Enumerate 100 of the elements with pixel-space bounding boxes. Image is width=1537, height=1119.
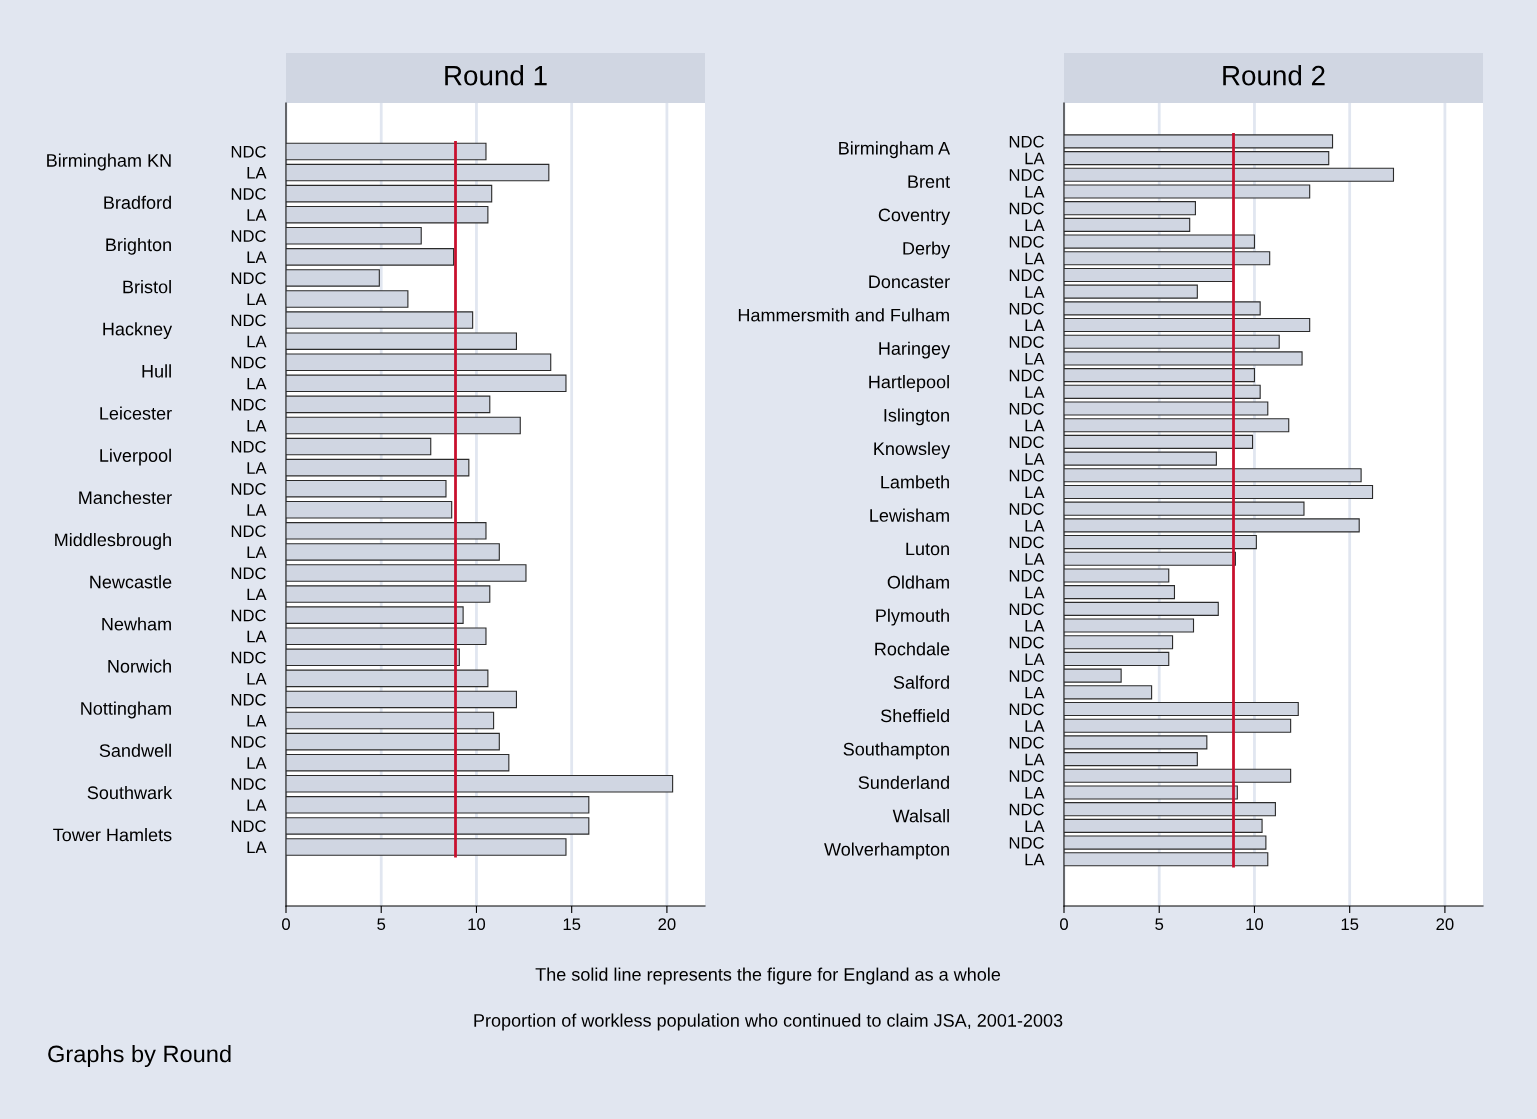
y-tick-label: LA xyxy=(247,672,267,685)
y-tick-label: LA xyxy=(247,335,267,348)
bar xyxy=(286,290,409,308)
y-tick-label: NDC xyxy=(231,230,266,242)
text: Sheffield xyxy=(880,708,949,723)
text: Tower Hamlets xyxy=(53,828,172,842)
text: Doncaster xyxy=(869,275,950,289)
bar xyxy=(286,142,487,161)
y-tick-label: NDC xyxy=(1009,703,1044,716)
bar xyxy=(1064,501,1305,516)
y-tick-label: LA xyxy=(1025,152,1045,165)
y-tick-label: NDC xyxy=(231,609,266,622)
bar xyxy=(1064,551,1236,566)
y-tick-label: NDC xyxy=(1009,135,1044,148)
y-tick-label: NDC xyxy=(1009,169,1044,181)
text: Hammersmith and Fulham xyxy=(738,308,949,322)
y-tick-label: NDC xyxy=(1009,736,1044,749)
y-tick-label: NDC xyxy=(1009,369,1044,382)
text: Lambeth xyxy=(881,475,949,489)
bar xyxy=(1064,651,1170,666)
y-tick-label: NDC xyxy=(1009,269,1044,282)
y-tick-label: NDC xyxy=(1009,235,1044,248)
bar xyxy=(1064,534,1257,550)
y-tick-label: LA xyxy=(1025,186,1045,198)
bar xyxy=(1064,451,1217,466)
y-tick-label: LA xyxy=(247,588,267,601)
text: Hull xyxy=(142,364,171,378)
y-tick-label: LA xyxy=(247,546,267,558)
text: Plymouth xyxy=(876,608,949,626)
bar xyxy=(1064,184,1311,199)
y-tick-label: NDC xyxy=(231,778,266,790)
bar xyxy=(286,458,470,477)
bar xyxy=(1064,201,1196,216)
bar xyxy=(286,311,474,329)
bar xyxy=(1064,685,1153,700)
bar xyxy=(286,248,455,266)
y-tick-label: NDC xyxy=(1009,402,1044,415)
y-tick-label: NDC xyxy=(231,820,266,833)
bar xyxy=(1064,668,1122,683)
text: Rochdale xyxy=(875,642,950,656)
bar xyxy=(1064,835,1267,850)
bar xyxy=(1064,267,1235,283)
y-tick-label: NDC xyxy=(1009,302,1044,315)
x-tick-label: 20 xyxy=(1436,918,1454,931)
text: Brent xyxy=(908,175,950,188)
text: Wolverhampton xyxy=(824,842,949,860)
bar xyxy=(286,711,495,730)
text: Brighton xyxy=(106,237,171,255)
bar xyxy=(1064,852,1269,867)
bar xyxy=(286,690,518,709)
bar xyxy=(1064,735,1208,750)
y-tick-label: LA xyxy=(247,715,267,727)
text: Walsall xyxy=(892,809,949,823)
bar xyxy=(286,184,493,203)
bar xyxy=(286,774,674,793)
y-tick-label: NDC xyxy=(1009,636,1044,649)
bar xyxy=(286,227,422,245)
y-tick-label: LA xyxy=(1025,586,1045,599)
bar xyxy=(1064,718,1292,733)
text: Hartlepool xyxy=(869,375,949,392)
bar xyxy=(286,522,487,540)
y-tick-label: LA xyxy=(1025,519,1045,532)
y-tick-label: LA xyxy=(247,630,267,643)
y-tick-label: LA xyxy=(247,167,267,179)
text: Leicester xyxy=(100,406,172,420)
bar xyxy=(286,269,380,287)
y-tick-label: LA xyxy=(247,504,267,516)
y-tick-label: LA xyxy=(1025,486,1045,499)
y-tick-label: NDC xyxy=(1009,336,1044,348)
bar xyxy=(1064,351,1303,366)
bar xyxy=(286,163,550,182)
y-tick-label: NDC xyxy=(1009,569,1044,582)
bar xyxy=(1064,434,1254,449)
bar xyxy=(1064,401,1269,416)
bar xyxy=(1064,217,1191,232)
y-tick-label: NDC xyxy=(1009,436,1044,449)
text: Luton xyxy=(906,542,949,556)
bar xyxy=(1064,585,1176,600)
bar xyxy=(286,500,453,519)
text: Bristol xyxy=(123,280,171,294)
y-tick-label: NDC xyxy=(1009,770,1044,782)
y-tick-label: LA xyxy=(247,757,267,769)
bar xyxy=(1064,518,1360,533)
bar xyxy=(1064,752,1198,767)
bar xyxy=(1064,368,1256,383)
bar xyxy=(1064,635,1174,650)
text: Oldham xyxy=(887,575,949,589)
y-tick-label: NDC xyxy=(1009,536,1044,549)
y-tick-label: LA xyxy=(247,293,267,306)
text: Proportion of workless population who continued to claim JSA, 2001-2003 xyxy=(474,1013,1063,1031)
bar xyxy=(286,732,500,751)
x-tick-label: 10 xyxy=(468,918,486,931)
y-tick-label: NDC xyxy=(231,398,266,411)
bar xyxy=(1064,484,1374,500)
bar xyxy=(1064,701,1299,717)
y-tick-label: LA xyxy=(1025,653,1045,665)
bar xyxy=(286,353,552,372)
y-tick-label: LA xyxy=(247,251,267,263)
x-tick-label: 10 xyxy=(1246,918,1264,931)
y-tick-label: NDC xyxy=(231,567,266,580)
